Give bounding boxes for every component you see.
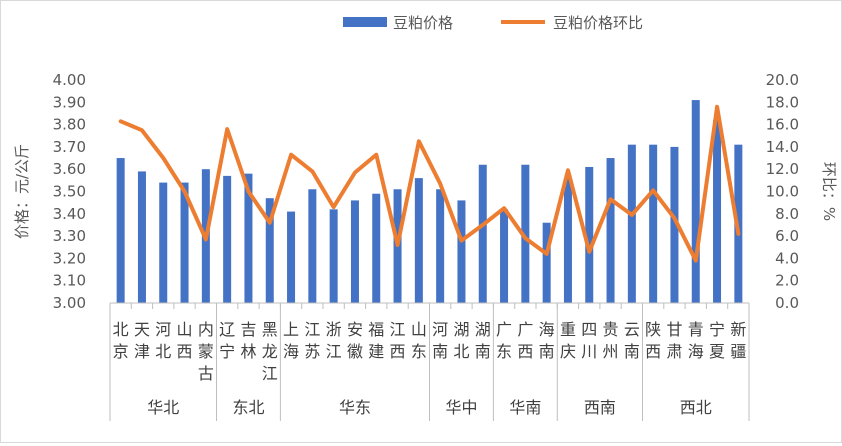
bar [308, 189, 317, 303]
category-label: 贵州 [603, 320, 619, 361]
category-label: 甘肃 [666, 320, 682, 361]
category-label: 内蒙古 [198, 320, 214, 383]
category-label: 云南 [624, 320, 640, 361]
y2-tick-label: 2.0 [775, 272, 799, 290]
category-label: 陕西 [645, 320, 661, 361]
category-label: 四川 [581, 320, 597, 361]
bar [223, 175, 232, 303]
bar [670, 146, 679, 303]
bar [180, 182, 189, 303]
y-tick-label: 3.90 [53, 93, 86, 111]
y-tick-label: 3.40 [53, 205, 86, 223]
category-label: 北京 [113, 320, 129, 361]
bar [265, 198, 274, 303]
category-label: 广东 [496, 320, 512, 361]
ratio-line [118, 104, 741, 263]
bar [478, 164, 487, 303]
legend-line-label: 豆粕价格环比 [553, 14, 643, 32]
category-label: 江西 [390, 320, 406, 361]
bar [329, 209, 338, 303]
y2-tick-label: 8.0 [775, 205, 799, 223]
bar [457, 200, 466, 303]
group-label: 东北 [232, 398, 264, 417]
category-label: 安徽 [347, 320, 363, 361]
bar [372, 193, 381, 303]
category-label: 宁夏 [709, 320, 725, 361]
category-label: 上海 [283, 320, 299, 361]
bar [287, 211, 296, 303]
group-label: 西南 [584, 398, 616, 417]
y-tick-label: 3.70 [53, 138, 86, 156]
category-label: 山东 [411, 320, 427, 361]
category-label: 新疆 [730, 320, 746, 361]
category-label: 河南 [432, 320, 448, 361]
y2-tick-label: 10.0 [766, 183, 799, 201]
category-label: 天津 [134, 320, 150, 361]
y2-tick-label: 16.0 [766, 116, 799, 134]
bar [563, 178, 572, 303]
category-label: 江苏 [304, 320, 320, 361]
y2-tick-label: 6.0 [775, 227, 799, 245]
bar [414, 178, 423, 303]
y2-tick-label: 0.0 [775, 294, 799, 312]
category-label: 海南 [539, 320, 555, 361]
bar [649, 144, 658, 303]
category-label: 辽宁 [219, 320, 235, 361]
y-tick-label: 3.20 [53, 249, 86, 267]
bar [350, 200, 359, 303]
y2-tick-label: 14.0 [766, 138, 799, 156]
legend-bar-label: 豆粕价格 [393, 14, 453, 32]
category-label: 重庆 [560, 320, 576, 361]
group-label: 华东 [339, 398, 371, 417]
y2-tick-label: 20.0 [766, 71, 799, 89]
bar [137, 171, 146, 303]
y-tick-label: 3.00 [53, 294, 86, 312]
bar [691, 100, 700, 303]
y-tick-label: 3.60 [53, 160, 86, 178]
category-label: 浙江 [326, 320, 342, 361]
y2-tick-label: 4.0 [775, 249, 799, 267]
bar [244, 173, 253, 303]
y-tick-label: 3.50 [53, 183, 86, 201]
y-tick-label: 4.00 [53, 71, 86, 89]
bar [713, 120, 722, 303]
category-label: 湖北 [453, 320, 469, 361]
y-axis-title: 价格：元/公斤 [13, 144, 31, 239]
y-tick-label: 3.10 [53, 272, 86, 290]
bar [436, 189, 445, 303]
bar [627, 144, 636, 303]
group-label: 华北 [147, 398, 179, 417]
y2-tick-label: 12.0 [766, 160, 799, 178]
group-label: 华南 [509, 398, 541, 417]
group-label: 华中 [445, 398, 477, 417]
y2-axis-title: 环比：% [820, 162, 838, 221]
category-label: 广西 [517, 320, 533, 361]
bar [542, 222, 551, 303]
category-label: 河北 [155, 320, 171, 361]
bar [159, 182, 168, 303]
bar [500, 209, 509, 303]
bar [585, 166, 594, 303]
y-tick-label: 3.80 [53, 116, 86, 134]
category-label: 黑龙江 [262, 320, 278, 383]
category-label: 山西 [177, 320, 193, 361]
bar [521, 164, 530, 303]
bar [116, 158, 125, 303]
bar [606, 158, 615, 303]
category-label: 青海 [688, 320, 704, 361]
y-tick-label: 3.30 [53, 227, 86, 245]
category-label: 湖南 [475, 320, 491, 361]
category-label: 福建 [368, 320, 384, 361]
legend-bar-swatch [343, 17, 387, 27]
group-label: 西北 [680, 398, 712, 417]
category-label: 吉林 [240, 320, 256, 361]
y2-tick-label: 18.0 [766, 93, 799, 111]
